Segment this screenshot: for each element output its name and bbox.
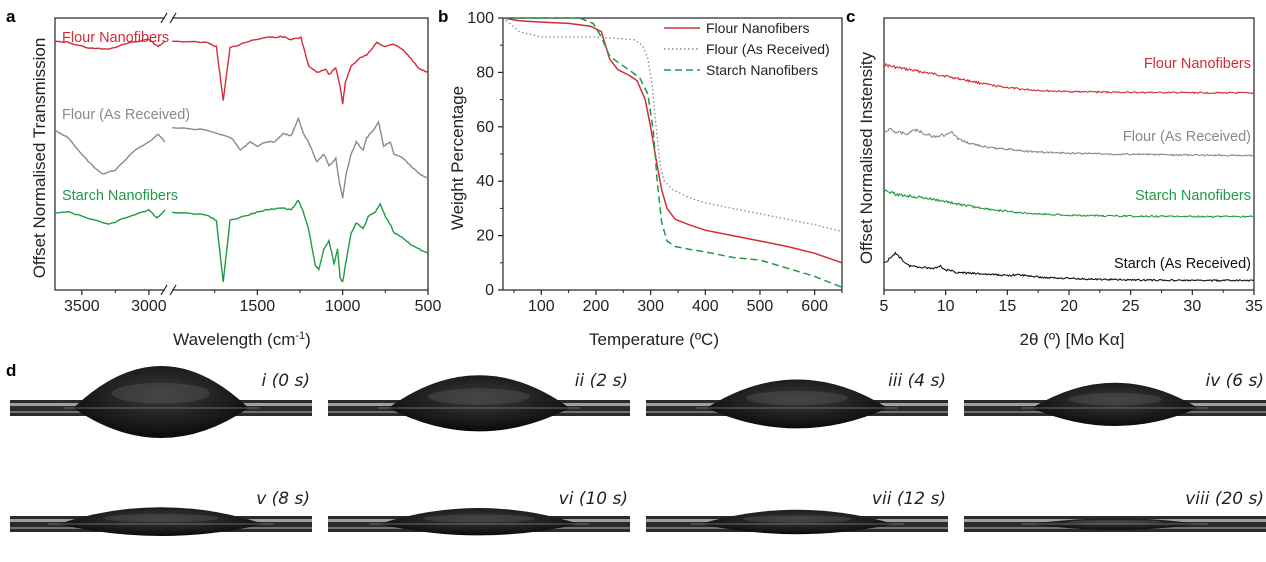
droplet [1031,382,1199,426]
panel-b-x-tick-label: 100 [528,298,555,315]
panel-b-y-tick-label: 0 [485,282,494,299]
droplet-image-5 [10,507,312,536]
droplet-caption-2: ii (2 s) [575,371,628,391]
droplet-caption-4: iv (6 s) [1205,371,1264,391]
panel-b-legend-label: Flour Nanofibers [706,20,810,36]
droplet-caption-5: v (8 s) [256,489,310,509]
droplet [706,379,888,429]
panel-b-x-tick-label: 500 [747,298,774,315]
panel-b-x-tick-label: 400 [692,298,719,315]
panel-label-d: d [6,361,16,380]
panel-a-y-axis-label: Offset Normalised Transmission [30,38,49,279]
panel-c-series-3-line [883,188,1255,219]
panel-a-series-3-label: Starch Nanofibers [62,188,178,204]
panel-c-x-tick-label: 25 [1122,298,1140,315]
panel-a-series-3-line [55,208,166,225]
droplet-image-4 [964,382,1266,426]
panel-a-x-tick-label: 3000 [131,298,167,315]
droplet-image-8 [964,516,1266,532]
panel-c-y-axis-label: Offset Normalised Instensity [857,51,876,264]
panel-b-y-tick-label: 100 [467,10,494,27]
panel-c-series-4-label: Starch (As Received) [1114,256,1251,272]
panel-c-x-axis-label: 2θ (º) [Mo Kα] [1020,330,1125,349]
droplet [58,507,264,536]
panel-c-series-4-line [883,251,1255,283]
droplet-caption-6: vi (10 s) [559,489,628,509]
panel-b-legend-label: Flour (As Received) [706,41,830,57]
panel-label-a: a [6,7,16,26]
panel-b-y-tick-label: 20 [476,228,494,245]
droplet-caption-8: viii (20 s) [1185,489,1264,509]
panel-a-frame [54,17,429,291]
panel-a-series-1-line [172,35,429,105]
panel-a-ftir: 3500 3000 1500 1000 500 Flour Nanofibers Flou… [30,12,442,349]
axis-break-mark [160,12,168,24]
droplet-image-3 [646,379,948,429]
droplet-image-2 [328,375,630,432]
panel-c-series-1-line [883,62,1255,95]
panel-c-series-1-label: Flour Nanofibers [1144,56,1251,72]
panel-b-series-3-line [503,17,843,288]
panel-b-x-tick-label: 300 [637,298,664,315]
panel-b-series-1-line [502,17,843,264]
axis-break-mark [160,284,168,296]
panel-a-series-1-label: Flour Nanofibers [62,30,169,46]
panel-a-x-tick-label: 1500 [240,298,276,315]
panel-a-series-1-line [54,38,166,50]
panel-c-series-2-line [883,128,1255,157]
panel-c-x-tick-label: 10 [937,298,955,315]
panel-a-series-2-label: Flour (As Received) [62,107,190,123]
panel-a-series-3-line [171,199,429,283]
panel-a-series-2-line [171,116,429,199]
panel-b-y-tick-label: 40 [476,173,494,190]
droplet-caption-7: vii (12 s) [872,489,946,509]
panel-b-y-axis-label: Weight Percentage [448,86,467,230]
panel-b-y-tick-label: 60 [476,119,494,136]
panel-b-tga: 100 200 300 400 500 600 0 20 40 60 80 100 Flour Nan… [448,10,843,349]
panel-a-x-axis-label: Wavelength (cm-1) [173,330,311,349]
droplet-caption-3: iii (4 s) [888,371,946,391]
droplet-caption-1: i (0 s) [262,371,310,391]
axis-break-mark [169,12,177,24]
panel-a-x-tick-label: 500 [415,298,442,315]
panel-b-x-axis-label: Temperature (ºC) [589,330,719,349]
droplet-image-7 [646,509,948,535]
panel-label-b: b [438,7,448,26]
panel-c-x-tick-label: 30 [1183,298,1201,315]
panel-c-x-tick-label: 20 [1060,298,1078,315]
axis-break-mark [169,284,177,296]
droplet-image-6 [328,508,630,536]
panel-c-series-2-label: Flour (As Received) [1123,129,1251,145]
panel-c-x-tick-label: 35 [1245,298,1263,315]
droplet [379,508,579,536]
panel-b-frame [502,17,843,291]
panel-c-series-3-label: Starch Nanofibers [1135,188,1251,204]
droplet [388,375,570,432]
panel-b-y-tick-label: 80 [476,64,494,81]
panel-b-legend-label: Starch Nanofibers [706,62,818,78]
panel-a-x-tick-label: 3500 [64,298,100,315]
droplet [73,366,249,438]
panel-a-series-2-line [54,129,166,175]
droplet-image-1 [10,366,312,438]
panel-b-x-tick-label: 600 [801,298,828,315]
panel-c-xrd: 5 10 15 20 25 30 35 Flour Nanofibers Flour (As … [857,17,1263,349]
panel-b-x-tick-label: 200 [583,298,610,315]
panel-label-c: c [846,7,855,26]
droplet [700,509,894,535]
panel-c-x-tick-label: 5 [880,298,889,315]
panel-c-x-tick-label: 15 [998,298,1016,315]
panel-d-droplet-sequence: i (0 s) ii (2 s) iii (4 s) iv (6 s) v (8 s) v… [10,366,1266,536]
panel-b-series-2-line [502,17,843,233]
panel-a-x-tick-label: 1000 [325,298,361,315]
